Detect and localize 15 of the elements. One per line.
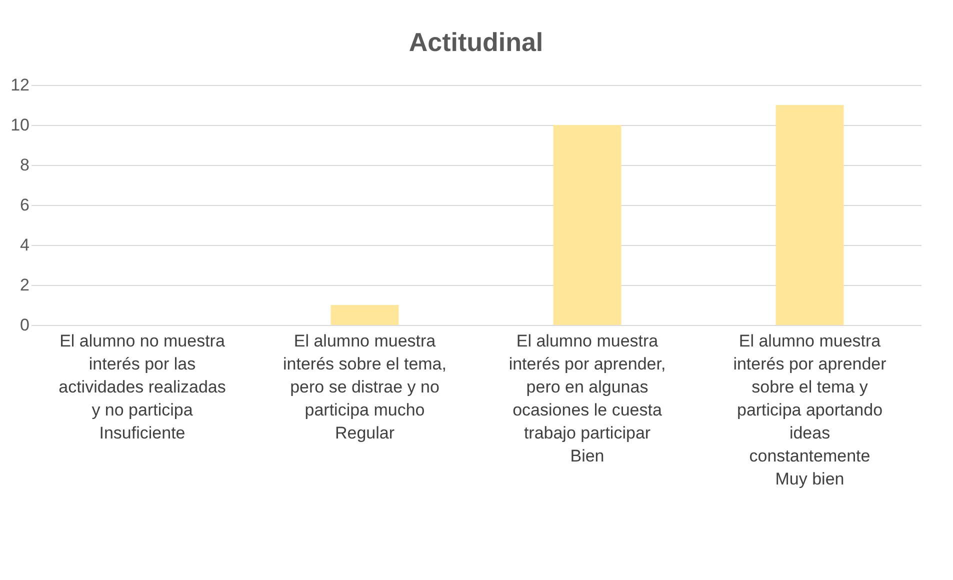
- x-tick-label: El alumno no muestra interés por las actividades realizadas y no participa Insuficiente: [58, 332, 226, 442]
- y-tick-label: 10: [10, 116, 30, 134]
- y-tick-label: 4: [20, 236, 30, 254]
- y-tick-label: 8: [20, 156, 30, 174]
- y-tick-label: 12: [10, 76, 30, 94]
- bar: [553, 125, 622, 325]
- bar: [330, 305, 399, 325]
- x-tick-label: El alumno muestra interés sobre el tema, pero se distrae y no participa mucho Regular: [283, 332, 446, 442]
- chart-title: Actitudinal: [408, 27, 544, 57]
- bar: [776, 105, 844, 325]
- x-tick-label: El alumno muestra interés por aprender, pero en algunas ocasiones le cuesta trabajo participar Bien: [508, 332, 666, 466]
- x-tick-label: El alumno muestra interés por aprender sobre el tema y participa aportando ideas constantemente Muy bien: [733, 332, 887, 488]
- y-tick-label: 6: [20, 196, 30, 214]
- y-tick-label: 0: [20, 316, 30, 334]
- y-tick-label: 2: [20, 276, 30, 294]
